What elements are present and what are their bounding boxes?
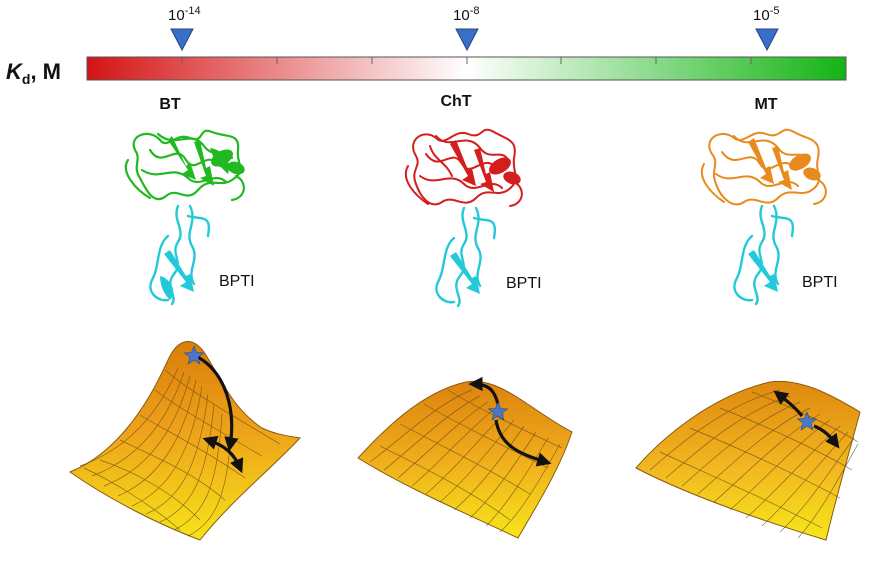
partner-label-bt: BPTI — [219, 273, 255, 290]
path-arrow-mt — [773, 390, 804, 417]
kd-scale: Kd, M 10-14 10-8 10-5 — [6, 5, 847, 87]
partner-structure-bt — [149, 204, 211, 306]
partner-label-mt: BPTI — [802, 274, 838, 291]
landscape-cht — [357, 376, 573, 539]
kd-marker-exponent: -8 — [470, 5, 480, 17]
partner-sheets-mt — [748, 250, 778, 292]
landscape-bt — [68, 341, 302, 541]
kd-marker-label: 10-5 — [753, 5, 779, 24]
kd-markers: 10-14 10-8 10-5 — [168, 5, 779, 52]
kd-axis-label: Kd, M — [6, 59, 61, 87]
kd-marker-triangle — [455, 28, 479, 52]
kd-marker-label: 10-14 — [168, 5, 201, 24]
kd-marker-triangle — [170, 28, 194, 52]
surface-cht — [357, 380, 573, 539]
kd-marker-base: 10 — [168, 7, 185, 24]
kd-scale-ticks — [181, 57, 752, 64]
complex-bt: BT BPTI — [124, 96, 255, 306]
partner-structure-mt — [733, 204, 795, 306]
kd-marker-exponent: -5 — [770, 5, 780, 17]
complex-cht: ChT BPTI — [405, 93, 542, 308]
enzyme-label-bt: BT — [159, 96, 181, 113]
partner-sheets-bt — [160, 250, 194, 300]
path-arrow-cht-2 — [494, 419, 552, 467]
enzyme-sheets-bt — [168, 136, 245, 186]
grid-cht — [369, 389, 563, 533]
enzyme-label-mt: MT — [754, 96, 777, 113]
path-arrow-bt-2 — [202, 435, 244, 474]
partner-sheets-cht — [450, 252, 480, 294]
partner-structure-cht — [435, 206, 497, 308]
kd-symbol: K — [6, 59, 24, 84]
path-arrow-bt — [195, 354, 239, 452]
kd-marker-base: 10 — [453, 7, 470, 24]
enzyme-sheets-cht — [450, 140, 521, 192]
kd-marker-triangle — [755, 28, 779, 52]
kd-subscript: d — [22, 71, 31, 87]
landscape-mt — [635, 380, 861, 541]
complex-mt: MT BPTI — [701, 96, 838, 306]
kd-marker-label: 10-8 — [453, 5, 479, 24]
star-icon — [487, 401, 509, 421]
enzyme-sheets-mt — [748, 138, 821, 190]
kd-marker-base: 10 — [753, 7, 770, 24]
path-arrow-mt-2 — [813, 424, 840, 449]
kd-marker-exponent: -14 — [185, 5, 201, 17]
partner-label-cht: BPTI — [506, 275, 542, 292]
kd-unit: , M — [30, 59, 61, 84]
star-icon — [796, 411, 818, 431]
enzyme-label-cht: ChT — [440, 93, 471, 110]
star-icon — [183, 345, 205, 365]
path-arrow-cht — [468, 376, 500, 405]
